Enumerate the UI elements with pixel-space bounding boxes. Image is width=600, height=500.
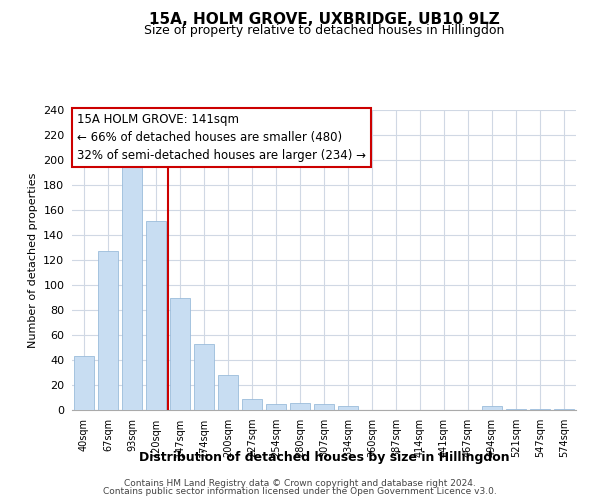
Bar: [170, 298, 190, 410]
Text: Size of property relative to detached houses in Hillingdon: Size of property relative to detached ho…: [144, 24, 504, 37]
Bar: [98, 251, 118, 410]
Bar: [290, 402, 310, 410]
Bar: [266, 404, 286, 410]
Text: 15A, HOLM GROVE, UXBRIDGE, UB10 9LZ: 15A, HOLM GROVE, UXBRIDGE, UB10 9LZ: [149, 12, 499, 28]
Bar: [242, 399, 262, 410]
Bar: [218, 375, 238, 410]
Bar: [146, 221, 166, 410]
Bar: [482, 406, 502, 410]
Bar: [506, 409, 526, 410]
Text: Distribution of detached houses by size in Hillingdon: Distribution of detached houses by size …: [139, 451, 509, 464]
Text: Contains public sector information licensed under the Open Government Licence v3: Contains public sector information licen…: [103, 487, 497, 496]
Bar: [338, 406, 358, 410]
Bar: [314, 404, 334, 410]
Text: 15A HOLM GROVE: 141sqm
← 66% of detached houses are smaller (480)
32% of semi-de: 15A HOLM GROVE: 141sqm ← 66% of detached…: [77, 113, 366, 162]
Bar: [530, 409, 550, 410]
Bar: [554, 409, 574, 410]
Y-axis label: Number of detached properties: Number of detached properties: [28, 172, 38, 348]
Text: Contains HM Land Registry data © Crown copyright and database right 2024.: Contains HM Land Registry data © Crown c…: [124, 478, 476, 488]
Bar: [122, 166, 142, 410]
Bar: [194, 344, 214, 410]
Bar: [74, 356, 94, 410]
